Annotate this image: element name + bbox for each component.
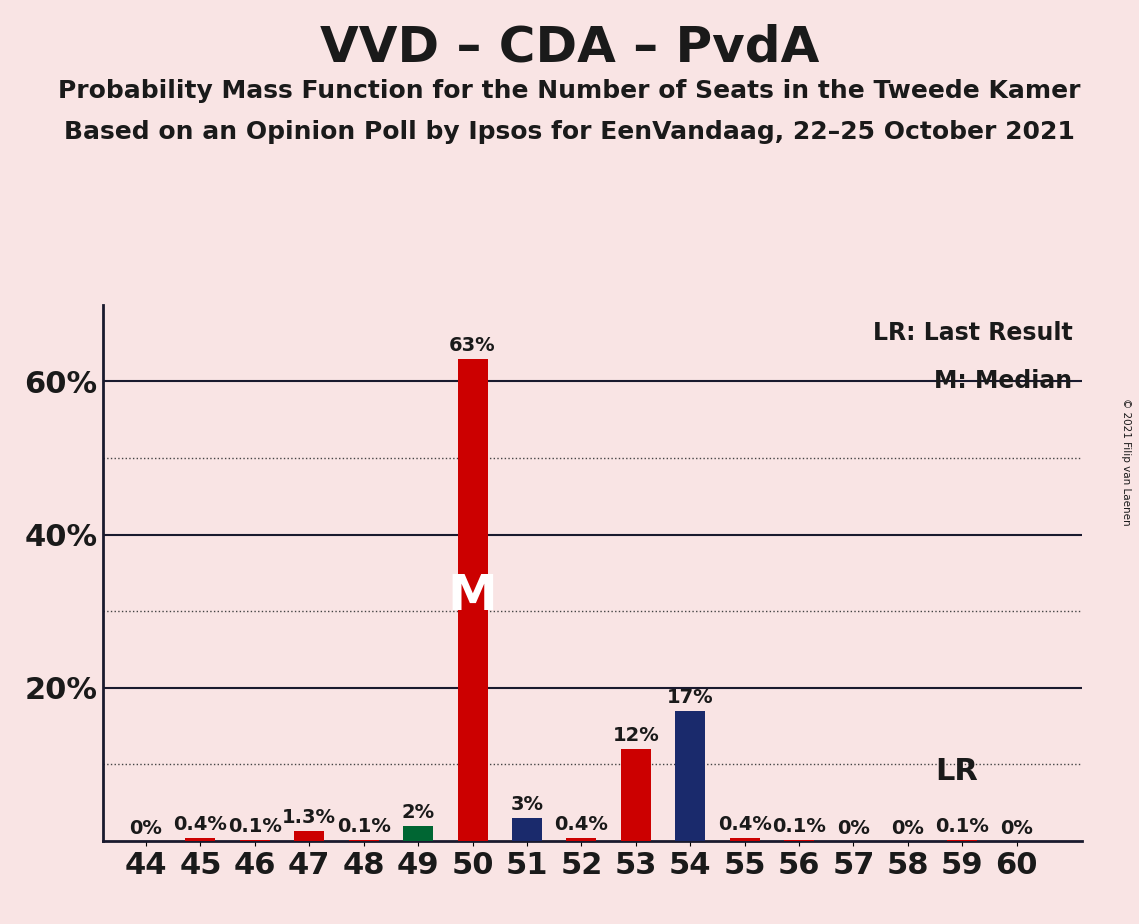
Text: LR: Last Result: LR: Last Result (872, 321, 1072, 345)
Text: M: Median: M: Median (934, 370, 1072, 394)
Text: 0.4%: 0.4% (718, 815, 771, 834)
Bar (675, 711, 705, 841)
Text: Probability Mass Function for the Number of Seats in the Tweede Kamer: Probability Mass Function for the Number… (58, 79, 1081, 103)
Text: Based on an Opinion Poll by Ipsos for EenVandaag, 22–25 October 2021: Based on an Opinion Poll by Ipsos for Ee… (64, 120, 1075, 144)
Bar (730, 838, 760, 841)
Bar (621, 749, 650, 841)
Bar (294, 831, 325, 841)
Text: 63%: 63% (449, 335, 495, 355)
Text: 12%: 12% (613, 726, 659, 745)
Bar (186, 838, 215, 841)
Text: © 2021 Filip van Laenen: © 2021 Filip van Laenen (1121, 398, 1131, 526)
Text: 3%: 3% (510, 795, 543, 814)
Bar (403, 825, 433, 841)
Text: 0%: 0% (1000, 819, 1033, 838)
Text: 0.1%: 0.1% (935, 817, 990, 836)
Text: 0.1%: 0.1% (337, 817, 391, 836)
Bar (458, 359, 487, 841)
Text: 0%: 0% (892, 819, 925, 838)
Text: VVD – CDA – PvdA: VVD – CDA – PvdA (320, 23, 819, 71)
Text: LR: LR (935, 758, 978, 786)
Text: 17%: 17% (667, 687, 713, 707)
Text: 0%: 0% (130, 819, 163, 838)
Text: 0.4%: 0.4% (555, 815, 608, 834)
Text: 0.1%: 0.1% (228, 817, 281, 836)
Text: 0%: 0% (837, 819, 870, 838)
Bar (566, 838, 597, 841)
Text: 0.1%: 0.1% (772, 817, 826, 836)
Text: 0.4%: 0.4% (173, 815, 228, 834)
Text: M: M (448, 572, 498, 620)
Text: 1.3%: 1.3% (282, 808, 336, 827)
Text: 2%: 2% (402, 803, 435, 821)
Bar (513, 818, 542, 841)
